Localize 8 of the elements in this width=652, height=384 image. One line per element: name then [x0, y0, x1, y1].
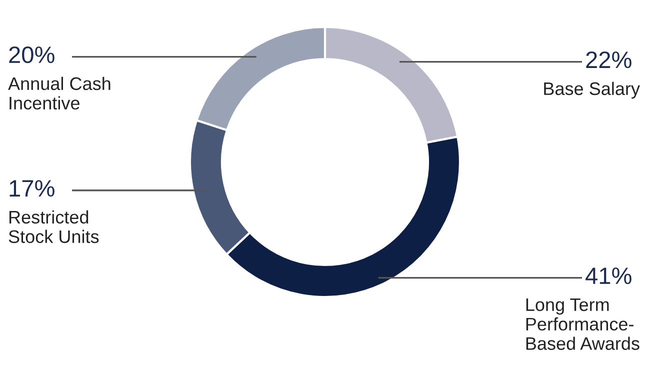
data-label: 20%: [9, 46, 54, 64]
slice-label: Annual Cash Incentive: [8, 76, 110, 110]
slice-label: Restricted Stock Units: [8, 210, 99, 244]
data-label: 17%: [10, 180, 54, 197]
slice-label: Base Salary: [544, 82, 640, 99]
slice-label: Long Term Performance-Based Awards: [526, 298, 640, 350]
data-label: 22%: [586, 51, 632, 68]
data-label: 41%: [586, 268, 632, 284]
